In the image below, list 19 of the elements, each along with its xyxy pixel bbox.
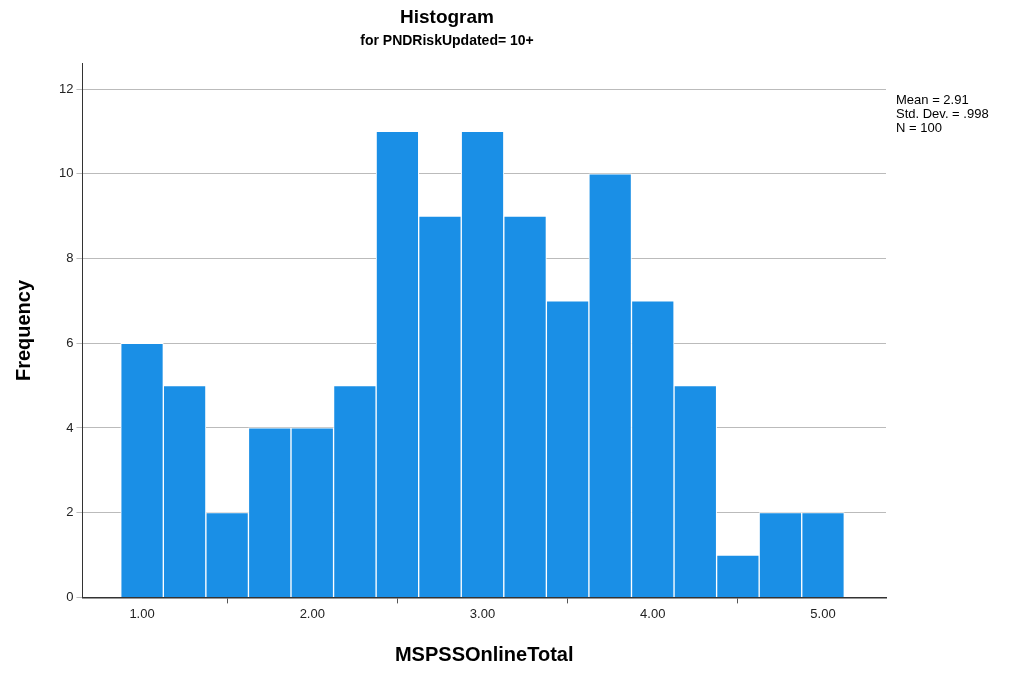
text: N = 100 (896, 119, 942, 135)
x-axis-title: MSPSSOnlineTotal (394, 642, 574, 665)
chart-subtitle: for PNDRiskUpdated= 10+ (360, 32, 534, 49)
x-tick-label: 3.00 (469, 605, 496, 621)
chart-title: Histogram (400, 5, 494, 27)
y-tick-label: 8 (66, 250, 74, 266)
text: Mean = 2.91 (896, 91, 969, 107)
x-tick-label: 4.00 (640, 605, 666, 621)
x-tick-label: 5.00 (810, 605, 836, 621)
y-tick-label: 12 (58, 80, 74, 96)
text: Std. Dev. = .998 (896, 105, 989, 121)
y-tick-label: 2 (66, 504, 74, 520)
y-tick-label: 10 (58, 165, 74, 181)
x-tick-label: 2.00 (299, 605, 325, 621)
y-axis-title: Frequency (11, 279, 34, 382)
x-tick-label: 1.00 (129, 605, 155, 621)
y-tick-label: 0 (66, 588, 74, 604)
y-tick-label: 6 (66, 334, 74, 350)
y-tick-label: 4 (66, 419, 74, 435)
